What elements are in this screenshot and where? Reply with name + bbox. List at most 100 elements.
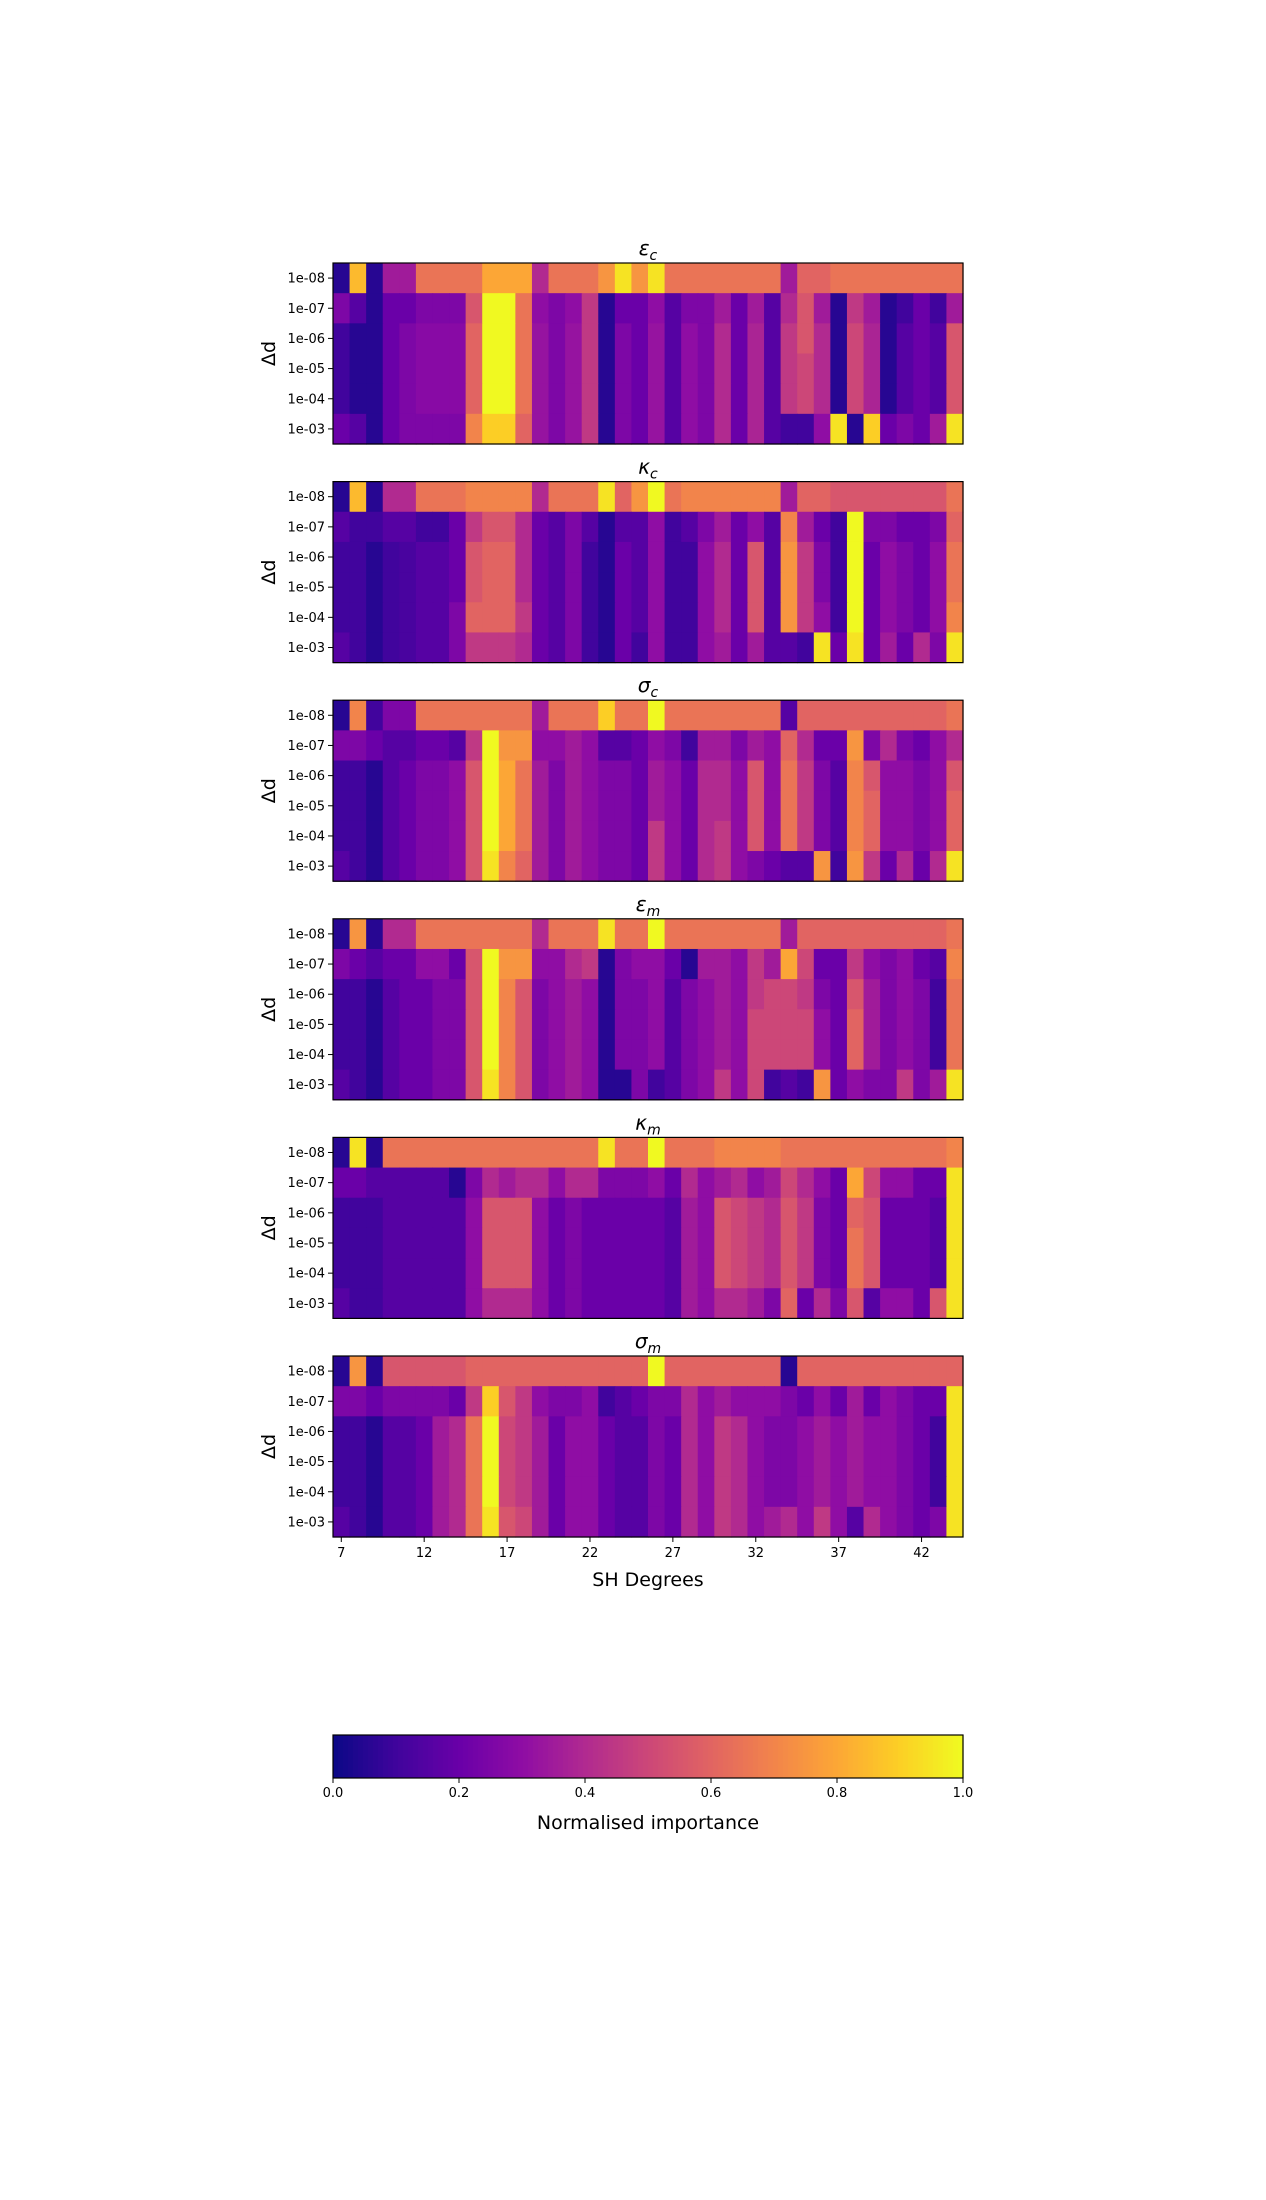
colorbar-segment [533, 1735, 539, 1778]
heatmap-cell [565, 1386, 583, 1417]
heatmap-cell [797, 1288, 815, 1319]
heatmap-cell [333, 632, 351, 664]
heatmap-cell [631, 293, 649, 324]
heatmap-cell [614, 1356, 633, 1387]
heatmap-cell [681, 1039, 699, 1071]
heatmap-cell [714, 790, 732, 822]
heatmap-cell [846, 481, 865, 513]
heatmap-cell [382, 602, 400, 634]
heatmap-cell [631, 1167, 649, 1199]
heatmap-cell [482, 1137, 500, 1169]
heatmap-cell [366, 541, 384, 573]
heatmap-cell [830, 1069, 848, 1101]
heatmap-cell [498, 413, 516, 445]
colorbar-segment [898, 1735, 904, 1778]
heatmap-cell [730, 760, 749, 792]
heatmap-cell [415, 541, 434, 573]
heatmap-cell [846, 572, 865, 603]
heatmap-cell [896, 851, 914, 882]
heatmap-cell [382, 323, 400, 355]
colorbar-segment [483, 1735, 489, 1778]
colorbar-segment [473, 1735, 479, 1778]
heatmap-cell [830, 541, 848, 573]
heatmap-cell [531, 979, 550, 1010]
heatmap-cell [614, 1288, 633, 1319]
heatmap-cell [664, 1197, 682, 1229]
heatmap-cell [830, 1416, 848, 1448]
heatmap-cell [631, 383, 649, 415]
heatmap-cell [681, 511, 699, 543]
heatmap-cell [515, 632, 533, 664]
heatmap-cell [498, 1386, 516, 1417]
heatmap-cell [846, 541, 865, 573]
heatmap-cell [648, 1258, 666, 1289]
y-axis-label: Δd [258, 1215, 280, 1240]
heatmap-cell [880, 353, 898, 385]
heatmap-cell [780, 851, 798, 882]
heatmap-cell [465, 413, 483, 445]
colorbar-tick-label: 0.0 [323, 1786, 344, 1801]
heatmap-cell [863, 1258, 881, 1289]
heatmap-cell [366, 760, 384, 792]
heatmap-cell [631, 541, 649, 573]
heatmap-cell [664, 700, 682, 731]
heatmap-cell [929, 541, 948, 573]
heatmap-cell [946, 851, 964, 882]
colorbar-segment [423, 1735, 429, 1778]
heatmap-cell [830, 1356, 848, 1387]
x-tick-label: 12 [416, 1546, 433, 1561]
heatmap-cell [913, 979, 931, 1010]
heatmap-cell [863, 632, 881, 664]
heatmap-cell [366, 1197, 384, 1229]
heatmap-cell [515, 1288, 533, 1319]
heatmap-cell [880, 1258, 898, 1289]
heatmap-cell [399, 1356, 417, 1387]
heatmap-cell [581, 1039, 599, 1071]
heatmap-cell [482, 632, 500, 664]
heatmap-cell [482, 1227, 500, 1259]
heatmap-cell [598, 1197, 616, 1229]
heatmap-cell [432, 1476, 450, 1508]
heatmap-cell [846, 1039, 865, 1071]
heatmap-cell [581, 918, 599, 950]
heatmap-cell [697, 948, 715, 980]
heatmap-cell [482, 383, 500, 415]
heatmap-cell [697, 820, 715, 852]
heatmap-cell [747, 948, 765, 980]
heatmap-cell [714, 572, 732, 603]
heatmap-cell [366, 1356, 384, 1387]
heatmap-cell [813, 820, 831, 852]
heatmap-cell [631, 1227, 649, 1259]
heatmap-cell [399, 1227, 417, 1259]
colorbar-segment [728, 1735, 734, 1778]
heatmap-cell [697, 632, 715, 664]
heatmap-cell [863, 1069, 881, 1101]
heatmap-cell [598, 323, 616, 355]
heatmap-cell [664, 1386, 682, 1417]
heatmap-cell [664, 263, 682, 294]
colorbar-segment [578, 1735, 584, 1778]
heatmap-cell [896, 353, 914, 385]
colorbar-segment [583, 1735, 589, 1778]
heatmap-cell [465, 1137, 483, 1169]
heatmap-cell [598, 1167, 616, 1199]
heatmap-cell [432, 700, 450, 731]
heatmap-cell [929, 979, 948, 1010]
heatmap-cell [399, 1137, 417, 1169]
heatmap-cell [415, 1039, 434, 1071]
heatmap-cell [531, 851, 550, 882]
heatmap-cell [863, 1386, 881, 1417]
y-tick-label: 1e-03 [287, 422, 325, 437]
heatmap-cell [880, 1506, 898, 1538]
heatmap-cell [747, 1197, 765, 1229]
heatmap-cell [449, 1476, 467, 1508]
heatmap-cell [598, 1009, 616, 1041]
heatmap-cell [946, 1356, 964, 1387]
colorbar-segment [558, 1735, 564, 1778]
heatmap-cell [929, 353, 948, 385]
x-tick-label: 42 [913, 1546, 930, 1561]
heatmap-cell [929, 263, 948, 294]
